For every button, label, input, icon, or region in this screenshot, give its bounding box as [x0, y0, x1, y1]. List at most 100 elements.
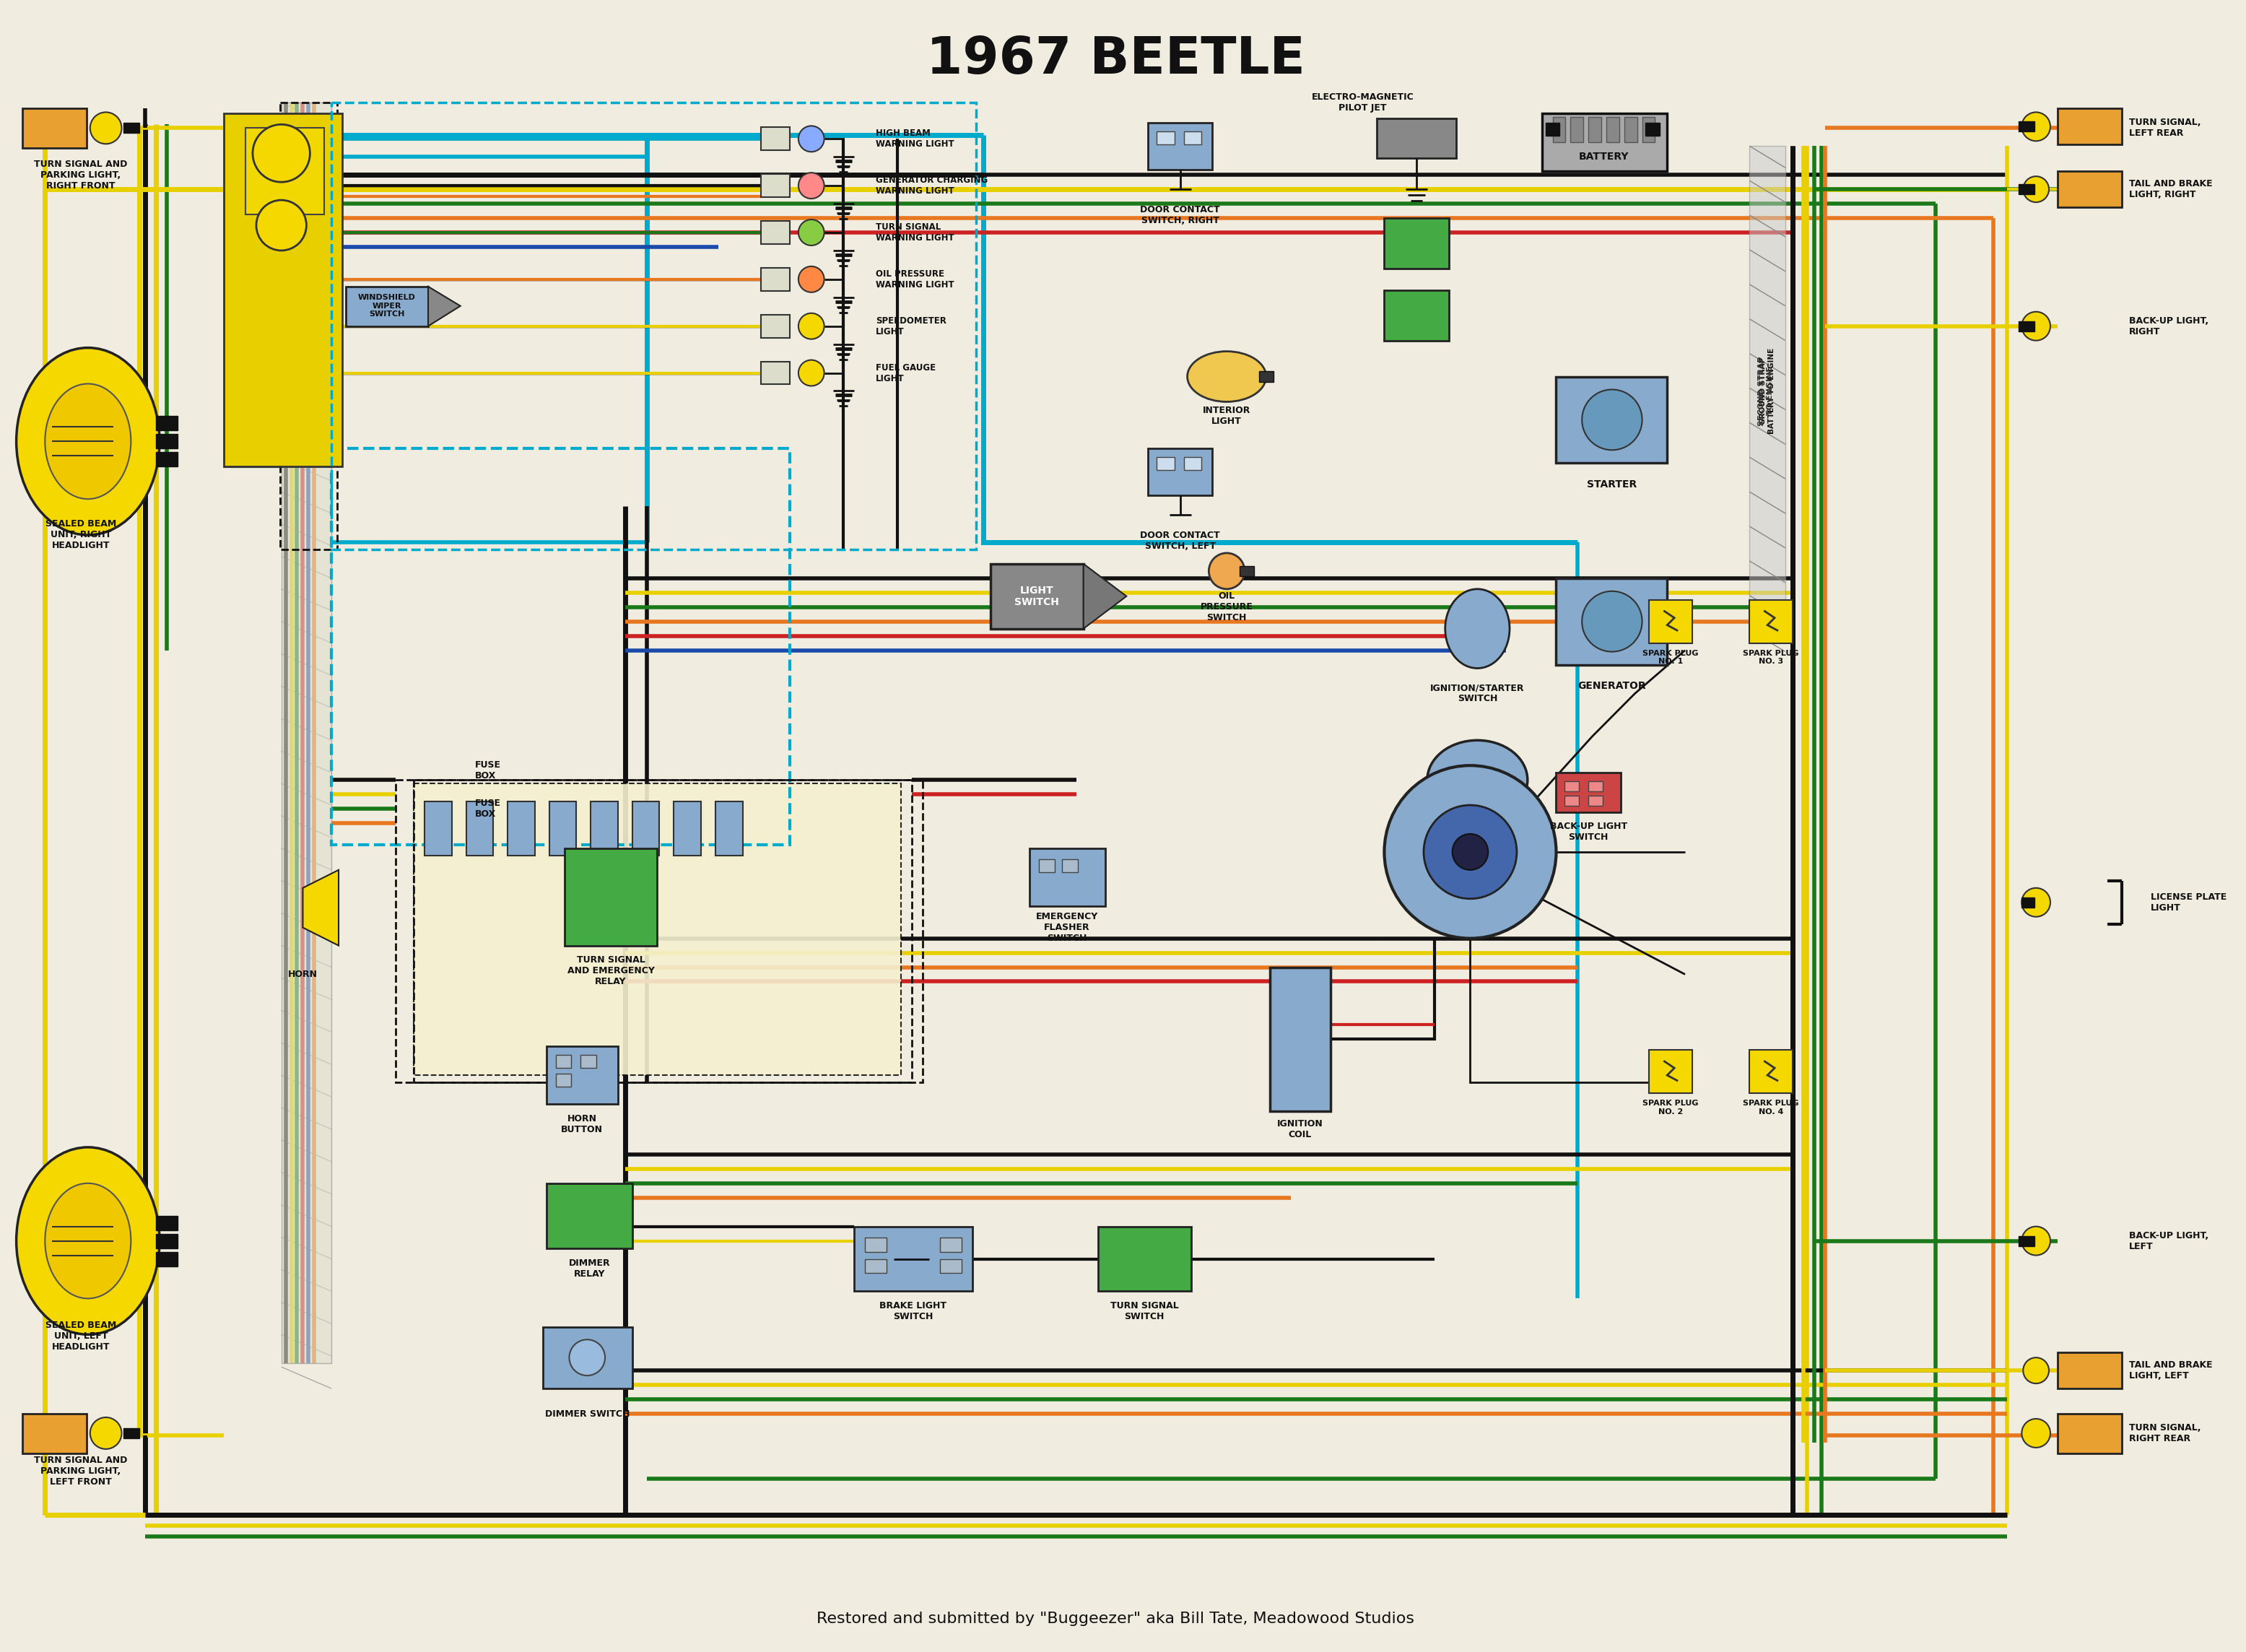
- Text: ELECTRO-MAGNETIC
PILOT JET: ELECTRO-MAGNETIC PILOT JET: [1312, 93, 1415, 112]
- Text: SEALED BEAM
UNIT, RIGHT
HEADLIGHT: SEALED BEAM UNIT, RIGHT HEADLIGHT: [45, 519, 117, 550]
- Bar: [155, 416, 177, 431]
- Bar: [1040, 859, 1056, 872]
- Bar: [2019, 1236, 2035, 1246]
- Text: TURN SIGNAL AND
PARKING LIGHT,
RIGHT FRONT: TURN SIGNAL AND PARKING LIGHT, RIGHT FRO…: [34, 159, 128, 190]
- Bar: [1541, 114, 1667, 172]
- Text: INTERIOR
LIGHT: INTERIOR LIGHT: [1204, 406, 1251, 426]
- Circle shape: [2024, 177, 2048, 202]
- Ellipse shape: [45, 1183, 130, 1298]
- Circle shape: [797, 266, 824, 292]
- Bar: [155, 1234, 177, 1247]
- Text: FUSE
BOX: FUSE BOX: [474, 760, 501, 781]
- Bar: [1556, 377, 1667, 463]
- Bar: [1649, 600, 1691, 643]
- Circle shape: [256, 200, 305, 251]
- Bar: [281, 102, 337, 550]
- Circle shape: [1453, 834, 1489, 871]
- Bar: [2019, 320, 2035, 330]
- Bar: [2057, 172, 2122, 206]
- Bar: [1649, 1051, 1691, 1094]
- Circle shape: [1208, 553, 1244, 590]
- Bar: [1565, 796, 1579, 806]
- Text: WINDSHIELD
WIPER
SWITCH: WINDSHIELD WIPER SWITCH: [357, 294, 416, 317]
- Text: DOOR CONTACT
SWITCH, LEFT: DOOR CONTACT SWITCH, LEFT: [1141, 530, 1220, 550]
- Text: GENERATOR: GENERATOR: [1579, 681, 1646, 691]
- Circle shape: [797, 173, 824, 198]
- Bar: [555, 1056, 570, 1067]
- Bar: [281, 102, 332, 1363]
- Bar: [761, 173, 791, 197]
- Ellipse shape: [1444, 590, 1509, 669]
- Bar: [155, 1252, 177, 1265]
- Text: OIL PRESSURE
WARNING LIGHT: OIL PRESSURE WARNING LIGHT: [876, 269, 955, 289]
- Bar: [22, 1414, 88, 1454]
- Ellipse shape: [45, 383, 130, 499]
- Bar: [761, 127, 791, 150]
- Bar: [467, 801, 494, 856]
- Bar: [245, 129, 323, 215]
- Bar: [761, 314, 791, 337]
- Bar: [582, 1056, 597, 1067]
- Bar: [633, 801, 660, 856]
- Text: 1967 BEETLE: 1967 BEETLE: [925, 35, 1305, 84]
- Bar: [413, 780, 923, 1082]
- Bar: [1588, 117, 1601, 142]
- Bar: [2019, 122, 2035, 132]
- Bar: [1556, 578, 1667, 664]
- Circle shape: [797, 126, 824, 152]
- Ellipse shape: [1188, 352, 1267, 401]
- Text: BACK-UP LIGHT
SWITCH: BACK-UP LIGHT SWITCH: [1550, 821, 1626, 843]
- Bar: [1377, 119, 1455, 159]
- Polygon shape: [429, 286, 460, 325]
- Bar: [332, 449, 791, 844]
- Text: BACK-UP LIGHT,
LEFT: BACK-UP LIGHT, LEFT: [2129, 1231, 2208, 1251]
- Text: HIGH BEAM
WARNING LIGHT: HIGH BEAM WARNING LIGHT: [876, 129, 955, 149]
- Text: FUSE
BOX: FUSE BOX: [474, 798, 501, 819]
- Circle shape: [2021, 312, 2051, 340]
- Text: TAIL AND BRAKE
LIGHT, LEFT: TAIL AND BRAKE LIGHT, LEFT: [2129, 1360, 2212, 1381]
- Circle shape: [1581, 591, 1642, 651]
- Text: TURN SIGNAL
AND EMERGENCY
RELAY: TURN SIGNAL AND EMERGENCY RELAY: [568, 955, 654, 986]
- Bar: [22, 109, 88, 149]
- Bar: [546, 1046, 618, 1104]
- Bar: [1545, 122, 1559, 135]
- Bar: [714, 801, 743, 856]
- Bar: [865, 1259, 887, 1274]
- Circle shape: [797, 220, 824, 246]
- Text: BRAKE LIGHT
SWITCH: BRAKE LIGHT SWITCH: [880, 1302, 946, 1322]
- Text: SPARK PLUG
NO. 3: SPARK PLUG NO. 3: [1743, 649, 1799, 666]
- Bar: [546, 1183, 633, 1247]
- Text: IGNITION/STARTER
SWITCH: IGNITION/STARTER SWITCH: [1431, 684, 1525, 704]
- Bar: [853, 1226, 973, 1292]
- Text: EMERGENCY
FLASHER
SWITCH: EMERGENCY FLASHER SWITCH: [1035, 912, 1098, 943]
- Bar: [155, 434, 177, 449]
- Bar: [865, 1237, 887, 1252]
- Text: TURN SIGNAL
WARNING LIGHT: TURN SIGNAL WARNING LIGHT: [876, 223, 955, 243]
- Bar: [2057, 1353, 2122, 1389]
- Bar: [2019, 185, 2035, 195]
- Bar: [1148, 122, 1213, 170]
- Text: HORN
BUTTON: HORN BUTTON: [562, 1113, 604, 1135]
- Bar: [1642, 117, 1655, 142]
- Bar: [2021, 897, 2035, 907]
- Circle shape: [2021, 1226, 2051, 1256]
- Bar: [1384, 291, 1449, 340]
- Bar: [1552, 117, 1565, 142]
- Bar: [124, 1427, 139, 1439]
- Bar: [424, 801, 451, 856]
- Circle shape: [568, 1340, 604, 1376]
- Circle shape: [90, 1417, 121, 1449]
- Bar: [1062, 859, 1078, 872]
- Text: TURN SIGNAL,
RIGHT REAR: TURN SIGNAL, RIGHT REAR: [2129, 1422, 2201, 1444]
- Bar: [1750, 1051, 1792, 1094]
- Bar: [1624, 117, 1637, 142]
- Bar: [941, 1237, 961, 1252]
- Text: SEALED BEAM
UNIT, LEFT
HEADLIGHT: SEALED BEAM UNIT, LEFT HEADLIGHT: [45, 1320, 117, 1351]
- Bar: [1565, 781, 1579, 791]
- Bar: [395, 780, 912, 1082]
- Circle shape: [90, 112, 121, 144]
- Ellipse shape: [16, 347, 159, 535]
- Circle shape: [797, 314, 824, 339]
- Text: BACK-UP LIGHT,
RIGHT: BACK-UP LIGHT, RIGHT: [2129, 316, 2208, 337]
- Text: OIL
PRESSURE
SWITCH: OIL PRESSURE SWITCH: [1199, 591, 1253, 623]
